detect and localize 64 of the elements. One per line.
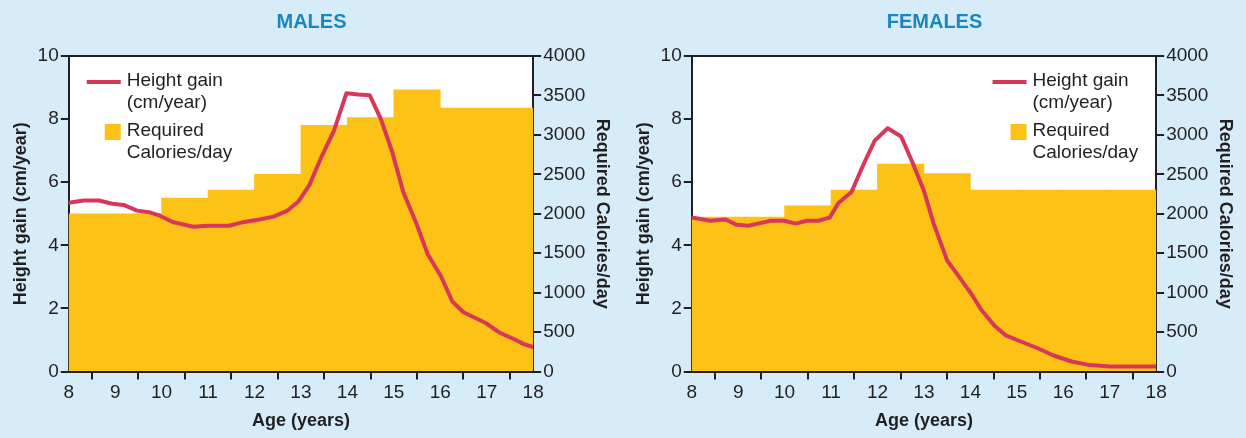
x-tick-label: 16 <box>429 381 451 403</box>
y-tick-label: 4 <box>671 233 683 255</box>
y2-tick-label: 2500 <box>543 162 586 184</box>
legend-label: Required Calories/day <box>1032 118 1139 162</box>
x-tick-label: 14 <box>959 381 982 403</box>
legend-label: Height gain (cm/year) <box>126 68 223 112</box>
y-tick-label: 2 <box>671 296 682 318</box>
y2-tick-label: 0 <box>543 359 554 381</box>
y2-tick-label: 3000 <box>1166 123 1209 145</box>
y2-tick-label: 3500 <box>1166 83 1209 105</box>
y-axis-title: Height gain (cm/year) <box>9 122 30 306</box>
x-tick-label: 15 <box>1006 381 1028 403</box>
legend-label: Required Calories/day <box>126 118 233 162</box>
y-tick-label: 4 <box>48 233 60 255</box>
x-tick-label: 18 <box>1145 381 1167 403</box>
x-tick-label: 9 <box>732 381 744 403</box>
y2-tick-label: 2000 <box>543 202 586 224</box>
x-tick-label: 14 <box>336 381 359 403</box>
chart-title: FEMALES <box>886 9 983 32</box>
y2-tick-label: 0 <box>1166 359 1177 381</box>
x-tick-label: 10 <box>151 381 173 403</box>
y2-tick-label: 3000 <box>543 123 586 145</box>
y-tick-label: 8 <box>671 107 682 129</box>
y2-tick-label: 2000 <box>1166 202 1209 224</box>
y2-tick-label: 4000 <box>1166 44 1209 66</box>
x-tick-label: 17 <box>1099 381 1121 403</box>
x-tick-label: 12 <box>866 381 889 403</box>
y-tick-label: 6 <box>48 170 59 192</box>
y-tick-label: 10 <box>37 44 59 66</box>
y2-tick-label: 1000 <box>543 280 586 302</box>
x-tick-label: 11 <box>198 381 218 403</box>
y-tick-label: 10 <box>660 44 682 66</box>
y2-tick-label: 500 <box>1166 320 1198 342</box>
x-tick-label: 13 <box>290 381 312 403</box>
y2-tick-label: 2500 <box>1166 162 1209 184</box>
x-tick-label: 9 <box>109 381 121 403</box>
x-tick-label: 8 <box>63 381 75 403</box>
y2-tick-label: 3500 <box>543 83 586 105</box>
x-axis-title: Age (years) <box>251 410 350 431</box>
x-tick-label: 16 <box>1052 381 1074 403</box>
y-tick-label: 8 <box>48 107 59 129</box>
y-tick-label: 6 <box>671 170 682 192</box>
y2-axis-title: Required Calories/day <box>593 118 614 309</box>
y-axis-title: Height gain (cm/year) <box>632 122 653 306</box>
y2-axis-title: Required Calories/day <box>1216 118 1237 309</box>
x-tick-label: 17 <box>476 381 498 403</box>
x-axis-title: Age (years) <box>874 410 973 431</box>
x-tick-label: 8 <box>686 381 698 403</box>
x-tick-label: 12 <box>243 381 266 403</box>
legend-label: Height gain (cm/year) <box>1032 68 1129 112</box>
x-tick-label: 13 <box>913 381 935 403</box>
y2-tick-label: 500 <box>543 320 575 342</box>
x-tick-label: 18 <box>522 381 544 403</box>
y2-tick-label: 1500 <box>543 241 586 263</box>
x-tick-label: 15 <box>383 381 405 403</box>
y2-tick-label: 1000 <box>1166 280 1209 302</box>
y-tick-label: 0 <box>48 359 59 381</box>
y2-tick-label: 1500 <box>1166 241 1209 263</box>
y2-tick-label: 4000 <box>543 44 586 66</box>
chart-title: MALES <box>276 9 347 32</box>
x-tick-label: 11 <box>821 381 841 403</box>
y-tick-label: 2 <box>48 296 59 318</box>
y-tick-label: 0 <box>671 359 682 381</box>
x-tick-label: 10 <box>774 381 796 403</box>
